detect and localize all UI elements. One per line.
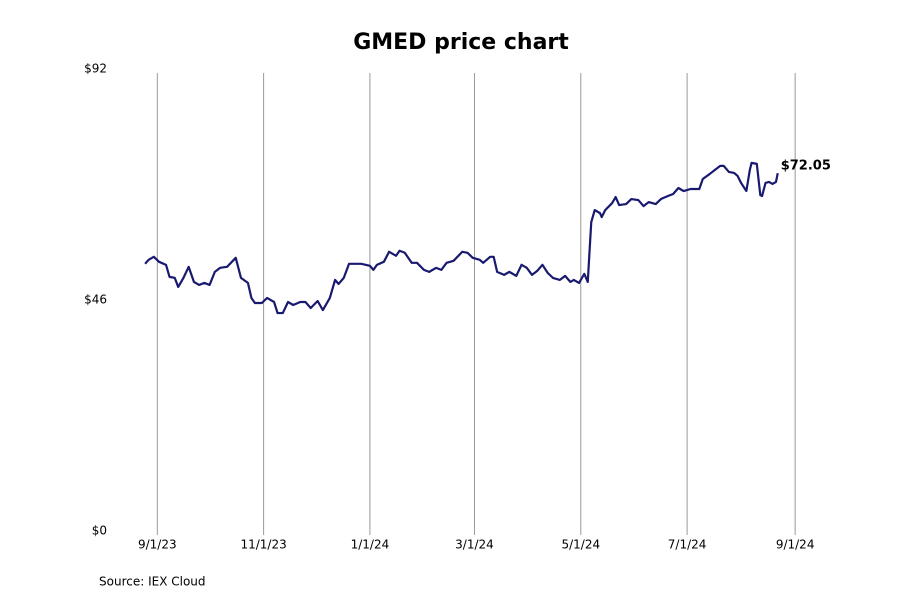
y-tick-label: $0 [92, 524, 107, 538]
x-tick-label: 9/1/24 [776, 538, 815, 552]
x-tick-label: 3/1/24 [455, 538, 494, 552]
x-tick-label: 9/1/23 [138, 538, 177, 552]
source-note: Source: IEX Cloud [99, 575, 206, 589]
y-tick-label: $46 [84, 293, 107, 307]
x-tick-label: 7/1/24 [668, 538, 707, 552]
x-tick-label: 1/1/24 [351, 538, 390, 552]
y-tick-label: $92 [84, 62, 107, 76]
x-tick-label: 11/1/23 [240, 538, 286, 552]
price-line [144, 161, 779, 315]
last-price-label: $72.05 [781, 159, 831, 174]
chart-title: GMED price chart [353, 30, 569, 55]
x-tick-label: 5/1/24 [561, 538, 600, 552]
